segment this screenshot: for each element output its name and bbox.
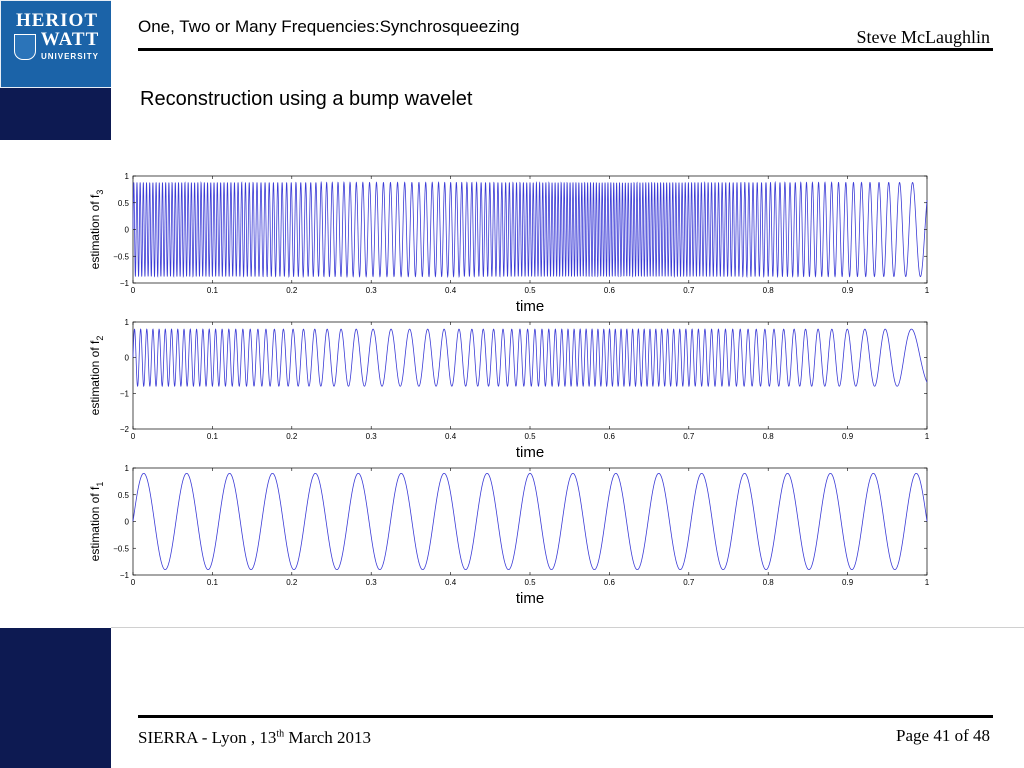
- x-tick-label: 0.2: [286, 286, 298, 295]
- x-tick-label: 0.8: [763, 578, 775, 587]
- x-tick-label: 0.4: [445, 432, 457, 441]
- y-tick-label: 0.5: [118, 199, 130, 208]
- page-number: Page 41 of 48: [896, 726, 990, 745]
- y-tick-label: 0.5: [118, 491, 130, 500]
- header-rule: [138, 48, 993, 51]
- y-axis-label: estimation of f3: [88, 190, 105, 270]
- divider-line: [111, 627, 1024, 628]
- x-tick-label: 0: [131, 578, 136, 587]
- header-author: Steve McLaughlin: [856, 27, 990, 47]
- y-tick-label: −0.5: [113, 544, 129, 553]
- signal-line: [132, 180, 928, 279]
- signal-line: [132, 328, 928, 388]
- x-tick-label: 0.3: [366, 578, 378, 587]
- x-tick-label: 0.2: [286, 578, 298, 587]
- x-tick-label: 0.5: [524, 432, 536, 441]
- y-tick-label: −1: [120, 389, 130, 398]
- x-tick-label: 1: [925, 286, 930, 295]
- x-tick-label: 0: [131, 286, 136, 295]
- x-tick-label: 0.8: [763, 432, 775, 441]
- x-tick-label: 0.7: [683, 286, 695, 295]
- x-tick-label: 0.3: [366, 432, 378, 441]
- x-tick-label: 0.9: [842, 286, 854, 295]
- x-tick-label: 0.6: [604, 432, 616, 441]
- y-tick-label: −1: [120, 279, 130, 288]
- y-tick-label: 0: [125, 518, 130, 527]
- x-axis-label: time: [516, 444, 544, 461]
- y-tick-label: 0: [125, 226, 130, 235]
- chart-2: 0 0.1 0.2 0.3 0.4 0.5 0.6 0.7 0.8 0.9 1 1 0 −1 −2 time e…: [88, 318, 930, 461]
- x-tick-label: 0.7: [683, 432, 695, 441]
- y-axis-label-main: estimation of f: [88, 340, 102, 415]
- y-axis-label: estimation of f1: [88, 482, 105, 562]
- footer-rule: [138, 715, 993, 718]
- y-tick-label: 1: [125, 172, 130, 181]
- y-tick-label: 0: [125, 354, 130, 363]
- x-tick-label: 0.3: [366, 286, 378, 295]
- x-tick-label: 0.9: [842, 578, 854, 587]
- y-tick-label: −2: [120, 425, 130, 434]
- x-tick-label: 0.5: [524, 286, 536, 295]
- sidebar-decoration-top: HERIOT WATT UNIVERSITY: [0, 0, 111, 140]
- y-axis-label-sub: 3: [95, 190, 105, 195]
- x-tick-label: 0.4: [445, 286, 457, 295]
- x-tick-label: 0.1: [207, 578, 219, 587]
- y-tick-label: −1: [120, 571, 130, 580]
- x-tick-label: 0.2: [286, 432, 298, 441]
- x-tick-label: 0.7: [683, 578, 695, 587]
- slide-title: Reconstruction using a bump wavelet: [140, 88, 473, 110]
- y-axis-label: estimation of f2: [88, 336, 105, 416]
- x-tick-label: 0.4: [445, 578, 457, 587]
- y-axis-label-main: estimation of f: [88, 194, 102, 269]
- plot-frame: [132, 467, 928, 576]
- x-axis-label: time: [516, 590, 544, 607]
- signal-line: [132, 472, 928, 571]
- x-tick-label: 0: [131, 432, 136, 441]
- y-tick-label: −0.5: [113, 252, 129, 261]
- x-tick-label: 1: [925, 578, 930, 587]
- crest-icon: [14, 34, 36, 60]
- y-tick-label: 1: [125, 318, 130, 327]
- y-axis-label-main: estimation of f: [88, 486, 102, 561]
- x-tick-label: 0.6: [604, 578, 616, 587]
- x-tick-label: 0.8: [763, 286, 775, 295]
- x-axis-label: time: [516, 298, 544, 315]
- x-tick-label: 0.9: [842, 432, 854, 441]
- x-tick-label: 0.5: [524, 578, 536, 587]
- university-logo: HERIOT WATT UNIVERSITY: [0, 0, 111, 88]
- y-axis-label-sub: 1: [95, 482, 105, 487]
- footer-event: SIERRA - Lyon , 13th March 2013: [138, 728, 372, 747]
- x-tick-label: 0.1: [207, 432, 219, 441]
- x-tick-label: 0.1: [207, 286, 219, 295]
- y-axis-label-sub: 2: [95, 336, 105, 341]
- y-tick-label: 1: [125, 464, 130, 473]
- chart-3: 0 0.1 0.2 0.3 0.4 0.5 0.6 0.7 0.8 0.9 1 1 0.5 0 −0.5 −1…: [88, 464, 930, 607]
- sidebar-decoration-bottom: [0, 628, 111, 768]
- header-title: One, Two or Many Frequencies:Synchrosque…: [138, 17, 520, 36]
- x-tick-label: 1: [925, 432, 930, 441]
- x-tick-label: 0.6: [604, 286, 616, 295]
- chart-1: 0 0.1 0.2 0.3 0.4 0.5 0.6 0.7 0.8 0.9 1 1 0.5 0 −0.5 −1…: [88, 172, 930, 315]
